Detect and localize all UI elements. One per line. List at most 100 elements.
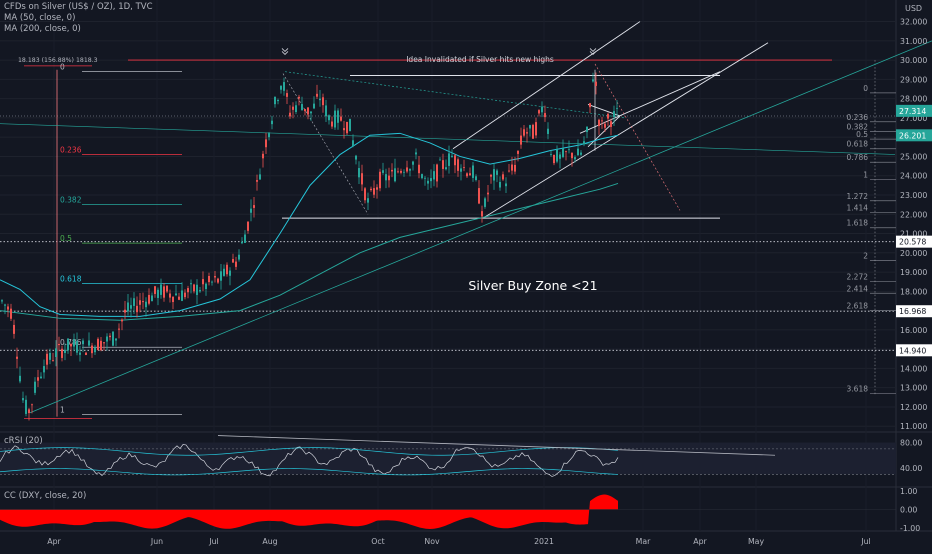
price-tick: 24.000: [900, 172, 927, 181]
price-badge: [896, 235, 932, 248]
candle-body: [70, 343, 72, 347]
annotation-texts: Idea Invalidated if Silver hits new high…: [18, 4, 922, 293]
candle-body: [460, 168, 462, 172]
price-tick: 14.000: [900, 364, 927, 373]
candle-body: [571, 152, 573, 159]
candle-body: [424, 177, 426, 179]
cc-area: [0, 494, 618, 529]
candle-body: [25, 399, 27, 414]
candle-body: [382, 170, 384, 173]
candle-body: [421, 174, 423, 179]
time-tick: 2021: [534, 537, 554, 546]
candle-body: [559, 154, 561, 159]
time-tick: Aug: [262, 537, 277, 546]
candle-body: [136, 305, 138, 313]
candle-body: [76, 341, 78, 353]
chart-legend: CFDs on Silver (US$ / OZ), 1D, TVC MA (5…: [4, 2, 153, 35]
triangle-top: [587, 103, 621, 117]
candle-body: [430, 178, 432, 182]
candle-body: [385, 174, 387, 181]
candle-body: [544, 113, 546, 118]
candle-body: [217, 278, 219, 283]
fib-ext-label: 1: [863, 171, 868, 180]
candle-body: [337, 110, 339, 123]
price-badge: [896, 344, 932, 357]
candle-body: [595, 81, 597, 86]
ma50-line: [0, 132, 619, 317]
fib-ext-label: 1.414: [847, 203, 869, 212]
candle-body: [376, 187, 378, 190]
candle-body: [55, 348, 57, 357]
price-badge: [896, 129, 932, 142]
candle-body: [199, 290, 201, 292]
grid-lines: [0, 0, 932, 532]
candle-body: [208, 276, 210, 283]
cc-tick: -1.00: [900, 524, 920, 533]
candle-body: [220, 271, 222, 281]
candle-body: [115, 338, 117, 341]
candle-body: [19, 375, 21, 382]
price-tick: 28.000: [900, 95, 927, 104]
price-badge-label: 20.578: [899, 238, 926, 247]
candle-body: [313, 103, 315, 109]
candle-body: [472, 165, 474, 178]
candle-body: [520, 135, 522, 145]
fib-level-label: 0.5: [60, 234, 72, 243]
candle-body: [109, 335, 111, 338]
channel-inner: [579, 71, 721, 134]
candle-body: [214, 276, 216, 278]
candle-body: [172, 296, 174, 303]
chevron-marker: [589, 48, 597, 56]
candle-body: [58, 343, 60, 346]
cc-label: CC (DXY, close, 20): [4, 491, 87, 501]
time-tick: Jun: [150, 537, 163, 546]
candle-body: [547, 128, 549, 134]
crsi-tick: 40.00: [900, 464, 922, 473]
fib-header-note: 18.183 (156.88%) 1818.3: [18, 57, 98, 64]
candle-body: [205, 283, 207, 290]
candle-body: [187, 288, 189, 293]
candle-body: [475, 176, 477, 181]
candle-body: [397, 171, 399, 173]
candle-body: [607, 113, 609, 119]
candle-body: [508, 170, 510, 172]
candle-body: [37, 377, 39, 381]
candle-body: [88, 340, 90, 346]
candle-body: [322, 97, 324, 106]
price-tick: 23.000: [900, 191, 927, 200]
candle-body: [403, 171, 405, 173]
candle-body: [160, 284, 162, 295]
candle-body: [226, 264, 228, 275]
candle-body: [490, 174, 492, 177]
candle-body: [223, 268, 225, 276]
candle-body: [61, 348, 63, 358]
candle-body: [409, 169, 411, 171]
candle-body: [22, 398, 24, 401]
candle-body: [601, 120, 603, 122]
candle-body: [325, 105, 327, 117]
candle-body: [451, 155, 453, 157]
crsi-upper-band: [0, 447, 619, 456]
time-axis: Apr Jun Jul Aug Oct Nov 2021 Mar Apr May Jul: [47, 537, 870, 546]
candle-body: [262, 153, 264, 159]
candle-body: [247, 221, 249, 231]
candle-body: [445, 167, 447, 170]
time-tick: May: [748, 537, 765, 546]
candle-body: [574, 157, 576, 160]
fib-ext-label: 3.618: [847, 384, 869, 393]
long-trend: [29, 40, 932, 414]
candle-body: [517, 150, 519, 154]
buy-zone-note: Silver Buy Zone <21: [468, 278, 597, 293]
fib-retracement: 00.2360.3820.50.6180.786100.2360.3820.50…: [24, 60, 896, 419]
price-tick: 20.000: [900, 249, 927, 258]
candle-body: [94, 347, 96, 353]
channel-lower: [482, 42, 769, 219]
candle-body: [181, 290, 183, 301]
candle-body: [118, 328, 120, 330]
candle-body: [388, 175, 390, 181]
crsi-lower-band: [0, 468, 619, 476]
candle-body: [52, 359, 54, 361]
price-tick: 19.000: [900, 268, 927, 277]
